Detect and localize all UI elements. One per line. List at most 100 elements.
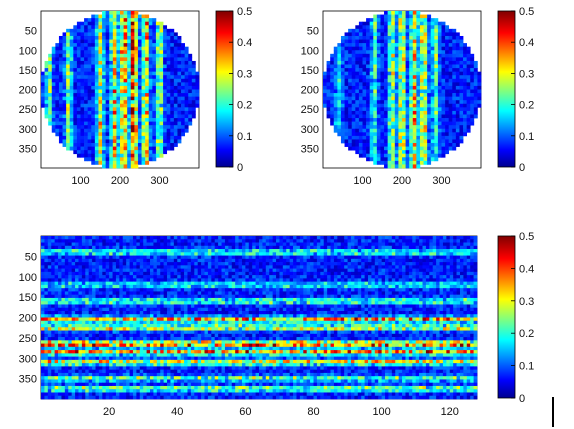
heatmap-cell [167, 245, 171, 250]
heatmap-cell [116, 57, 121, 62]
heatmap-cell [445, 46, 450, 51]
heatmap-cell [366, 57, 371, 62]
heatmap-cell [373, 114, 378, 119]
heatmap-cell [120, 82, 124, 87]
heatmap-cell [362, 21, 367, 26]
heatmap-cell [78, 239, 83, 243]
heatmap-cell [351, 135, 356, 140]
heatmap-cell [439, 239, 444, 243]
heatmap-cell [358, 121, 363, 126]
heatmap-cell [347, 275, 352, 279]
heatmap-cell [73, 75, 78, 80]
heatmap-cell [173, 258, 178, 263]
heatmap-cell [337, 64, 342, 69]
heatmap-cell [80, 153, 85, 158]
heatmap-cell [394, 21, 399, 26]
heatmap-cell [112, 75, 117, 80]
heatmap-cell [434, 35, 439, 40]
heatmap-cell [434, 139, 439, 144]
heatmap-cell [155, 75, 160, 80]
heatmap-cell [402, 121, 406, 126]
heatmap-cell [419, 135, 424, 140]
heatmap-cell [348, 71, 353, 76]
heatmap-cell [320, 271, 325, 276]
heatmap-cell [112, 21, 117, 26]
heatmap-cell [73, 85, 78, 90]
heatmap-cell [419, 71, 424, 76]
heatmap-cell [416, 96, 421, 101]
heatmap-cell [69, 82, 74, 87]
heatmap-cell [207, 271, 212, 276]
heatmap-cell [344, 110, 349, 115]
heatmap-cell [423, 118, 428, 122]
heatmap-cell [115, 265, 120, 269]
heatmap-cell [102, 268, 107, 273]
heatmap-cell [58, 236, 62, 240]
heatmap-cell [127, 139, 132, 144]
heatmap-cell [384, 28, 388, 33]
heatmap-cell [134, 114, 139, 119]
heatmap-cell [355, 35, 360, 40]
heatmap-cell [344, 100, 349, 105]
heatmap-cell [381, 252, 386, 256]
heatmap-cell [272, 262, 277, 266]
heatmap-cell [441, 21, 446, 26]
heatmap-cell [387, 146, 392, 151]
heatmap-cell [427, 128, 432, 133]
heatmap-cell [120, 121, 124, 126]
heatmap-cell [437, 143, 442, 147]
heatmap-cell [44, 252, 49, 256]
heatmap-cell [330, 89, 335, 94]
heatmap-cell [412, 96, 417, 101]
heatmap-cell [119, 239, 124, 243]
heatmap-cell [241, 252, 246, 256]
heatmap-cell [112, 107, 117, 112]
heatmap-cell [437, 53, 442, 58]
heatmap-cell [181, 107, 185, 112]
heatmap-cell [340, 242, 345, 247]
heatmap-cell [92, 252, 96, 256]
heatmap-cell [123, 82, 128, 87]
heatmap-cell [446, 239, 451, 243]
heatmap-cell [405, 245, 410, 250]
heatmap-cell [286, 242, 291, 247]
heatmap-cell [231, 275, 236, 279]
heatmap-cell [102, 46, 106, 51]
heatmap-cell [76, 135, 81, 140]
heatmap-cell [437, 135, 442, 140]
heatmap-cell [94, 107, 99, 112]
heatmap-cell [112, 132, 117, 137]
heatmap-cell [166, 89, 171, 94]
heatmap-cell [187, 252, 192, 256]
heatmap-cell [391, 252, 396, 256]
heatmap-cell [76, 128, 81, 133]
heatmap-cell [364, 275, 369, 279]
heatmap-cell [64, 245, 69, 250]
heatmap-cell [51, 64, 56, 69]
heatmap-cell [402, 118, 406, 122]
heatmap-cell [419, 68, 424, 73]
heatmap-cell [201, 281, 205, 286]
heatmap-cell [80, 146, 85, 151]
y-tick-label: 250 [19, 104, 37, 116]
heatmap-cell [127, 93, 132, 97]
heatmap-cell [214, 242, 219, 247]
heatmap-cell [409, 89, 414, 94]
heatmap-cell [391, 43, 396, 48]
heatmap-cell [58, 128, 63, 133]
heatmap-cell [466, 268, 471, 273]
heatmap-cell [109, 118, 114, 122]
heatmap-cell [48, 60, 53, 65]
heatmap-cell [145, 78, 150, 83]
heatmap-cell [190, 236, 195, 240]
heatmap-cell [419, 28, 424, 33]
heatmap-cell [123, 135, 128, 140]
heatmap-cell [323, 236, 328, 240]
heatmap-cell [130, 57, 135, 62]
heatmap-cell [201, 258, 205, 263]
heatmap-cell [120, 11, 124, 15]
heatmap-cell [173, 125, 178, 130]
heatmap-cell [265, 268, 270, 273]
heatmap-cell [238, 252, 243, 256]
heatmap-cell [145, 32, 150, 37]
